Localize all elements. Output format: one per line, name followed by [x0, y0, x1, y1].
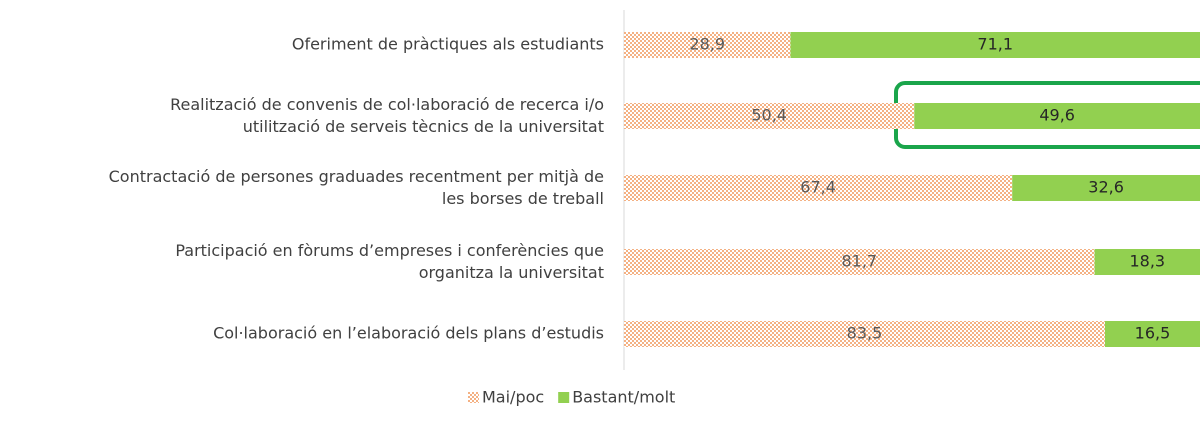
bar-segment [624, 32, 791, 58]
bar-segment [624, 249, 1095, 275]
bar-segment [1094, 249, 1200, 275]
data-label: 32,6 [1088, 178, 1124, 197]
data-label: 28,9 [689, 35, 725, 54]
legend-swatch [558, 392, 570, 403]
bar-segment [624, 175, 1013, 201]
category-label: Contractació de persones graduades recen… [109, 167, 604, 208]
legend-label: Mai/poc [482, 388, 544, 407]
bar-segment [790, 32, 1200, 58]
bar-segment [1104, 321, 1200, 347]
category-label: Oferiment de pràctiques als estudiants [292, 35, 604, 54]
category-label: Col·laboració en l’elaboració dels plans… [213, 324, 604, 343]
data-label: 50,4 [751, 106, 787, 125]
legend-label: Bastant/molt [572, 388, 675, 407]
bar-segment [1012, 175, 1200, 201]
bar-segment [914, 103, 1200, 129]
legend-swatch [468, 392, 479, 403]
bar-segment [624, 321, 1105, 347]
data-label: 18,3 [1129, 252, 1165, 271]
data-label: 49,6 [1039, 106, 1075, 125]
data-label: 83,5 [847, 324, 883, 343]
category-label: Realització de convenis de col·laboració… [170, 95, 604, 136]
data-label: 71,1 [977, 35, 1013, 54]
bar-segment [624, 103, 915, 129]
data-label: 67,4 [800, 178, 836, 197]
category-label: Participació en fòrums d’empreses i conf… [175, 241, 604, 282]
data-label: 81,7 [841, 252, 877, 271]
data-label: 16,5 [1135, 324, 1171, 343]
